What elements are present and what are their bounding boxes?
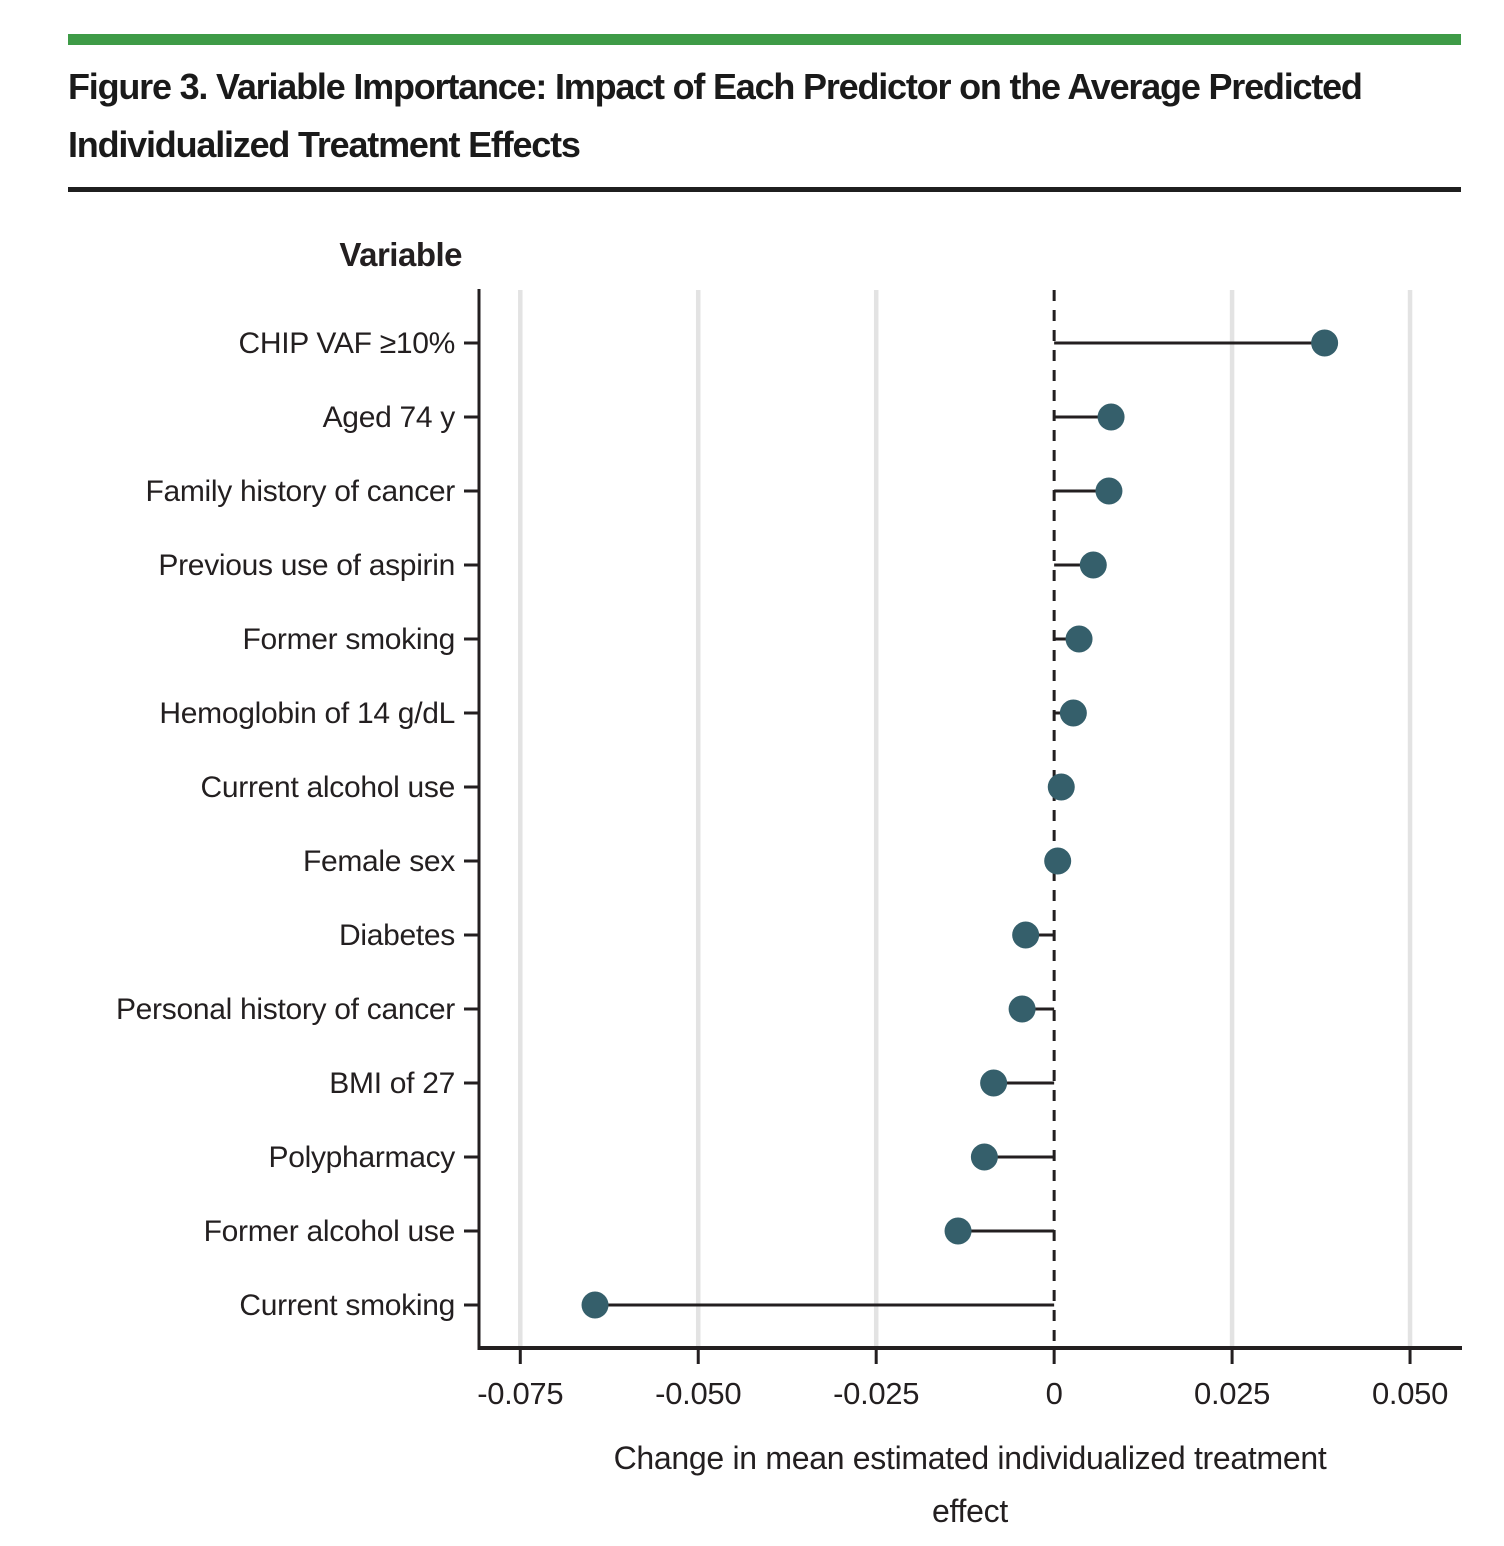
data-point [1097, 403, 1125, 431]
data-point [1059, 699, 1087, 727]
row-label: BMI of 27 [329, 1067, 455, 1100]
y-axis-header: Variable [339, 236, 462, 273]
x-tick-label: 0.025 [1194, 1376, 1270, 1411]
data-point [1044, 847, 1072, 875]
data-point [980, 1069, 1008, 1097]
row-label: Current smoking [239, 1289, 455, 1322]
x-tick-label: 0 [1046, 1376, 1063, 1411]
x-tick-label: -0.050 [655, 1376, 741, 1411]
data-point [1079, 551, 1107, 579]
data-point [944, 1217, 972, 1245]
title-rule [68, 187, 1461, 192]
data-point [581, 1291, 609, 1319]
data-point [1065, 625, 1093, 653]
row-label: Diabetes [339, 919, 455, 952]
x-tick-label: 0.050 [1372, 1376, 1448, 1411]
accent-bar [68, 34, 1461, 45]
data-point [1008, 995, 1036, 1023]
x-tick-label: -0.025 [833, 1376, 919, 1411]
x-axis-title: Change in mean estimated individualized … [613, 1440, 1327, 1529]
data-point [970, 1143, 998, 1171]
row-label: Personal history of cancer [116, 993, 455, 1026]
row-label: Aged 74 y [323, 401, 456, 434]
row-label: Family history of cancer [145, 475, 455, 508]
row-label: Female sex [303, 845, 455, 878]
data-point [1095, 477, 1123, 505]
data-point [1012, 921, 1040, 949]
data-point [1311, 329, 1339, 357]
row-label: Former alcohol use [204, 1215, 455, 1248]
row-label: Previous use of aspirin [158, 549, 455, 582]
row-label: Hemoglobin of 14 g/dL [159, 697, 455, 730]
x-tick-label: -0.075 [477, 1376, 563, 1411]
row-label: CHIP VAF ≥10% [238, 327, 455, 360]
figure-title: Figure 3. Variable Importance: Impact of… [68, 66, 1363, 165]
row-label: Current alcohol use [201, 771, 455, 804]
row-label: Former smoking [242, 623, 455, 656]
row-label: Polypharmacy [269, 1141, 456, 1174]
data-point [1047, 773, 1075, 801]
